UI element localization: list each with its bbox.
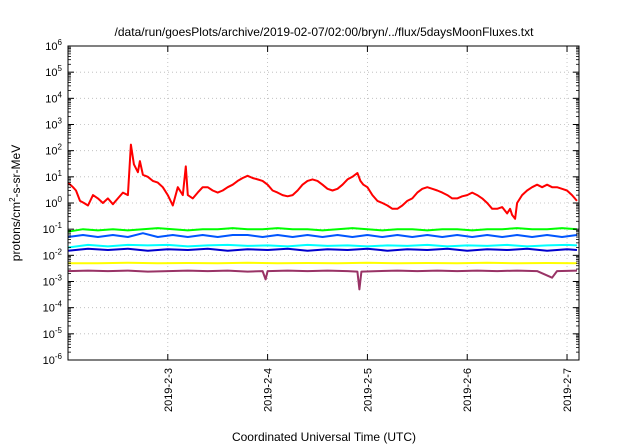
y-tick-label: 102 [45,143,62,158]
y-tick-exponent: -5 [55,326,63,335]
y-tick-exponent: -2 [55,247,63,256]
y-axis-label-sup: 2 [8,197,17,202]
series-line [67,227,578,233]
y-tick-base: 10 [43,303,55,315]
chart-title: /data/run/goesPlots/archive/2019-02-07/0… [115,25,535,39]
y-tick-base: 10 [43,329,55,341]
y-tick-label: 10-1 [43,221,63,236]
y-axis-label: protons/cm2-s-sr-MeV [8,145,23,261]
data-series [67,143,578,291]
y-tick-exponent: -1 [55,221,63,230]
y-tick-exponent: 3 [58,117,63,126]
y-axis-label-suffix: -s-sr-MeV [9,145,23,198]
y-tick-base: 10 [43,224,55,236]
y-tick-label: 10-6 [43,352,63,367]
y-tick-exponent: 1 [58,169,63,178]
y-axis-label-prefix: protons/cm [9,202,23,261]
series-line [67,247,578,252]
x-tick-label: 2019-2-5 [362,368,374,412]
y-tick-base: 10 [43,355,55,367]
y-tick-label: 10-3 [43,274,63,289]
y-tick-exponent: 6 [58,38,63,47]
y-tick-exponent: -3 [55,274,63,283]
x-tick-label: 2019-2-4 [263,368,275,412]
y-tick-label: 101 [45,169,62,184]
y-tick-label: 106 [45,38,62,53]
y-tick-base: 10 [45,146,57,158]
x-axis-label: Coordinated Universal Time (UTC) [232,430,416,444]
y-tick-base: 10 [45,93,57,105]
y-axis-ticks: 10-610-510-410-310-210-11001011021031041… [43,38,579,367]
series-line [67,243,578,249]
y-tick-label: 100 [45,195,62,210]
y-tick-label: 103 [45,117,62,132]
x-axis-ticks: 2019-2-3 2019-2-4 2019-2-5 2019-2-6 2019-2-7 [163,46,574,412]
series-line [67,232,578,238]
y-tick-base: 10 [45,120,57,132]
y-tick-label: 10-4 [43,300,63,315]
grid-lines [68,46,579,360]
y-tick-label: 105 [45,64,62,79]
y-tick-exponent: 5 [58,64,63,73]
x-tick-label: 2019-2-3 [163,368,175,412]
y-tick-base: 10 [45,67,57,79]
y-tick-label: 10-5 [43,326,63,341]
y-tick-base: 10 [45,172,57,184]
x-tick-label: 2019-2-7 [562,368,574,412]
y-tick-base: 10 [43,277,55,289]
y-tick-exponent: -6 [55,352,63,361]
x-tick-label: 2019-2-6 [462,368,474,412]
y-tick-exponent: 0 [58,195,63,204]
series-line [67,143,578,220]
y-tick-exponent: 4 [58,90,63,99]
y-tick-base: 10 [43,250,55,262]
y-tick-exponent: -4 [55,300,63,309]
y-tick-label: 10-2 [43,247,63,262]
y-tick-base: 10 [45,198,57,210]
series-line [67,269,578,291]
y-tick-base: 10 [45,41,57,53]
y-tick-label: 104 [45,90,62,105]
y-tick-exponent: 2 [58,143,63,152]
